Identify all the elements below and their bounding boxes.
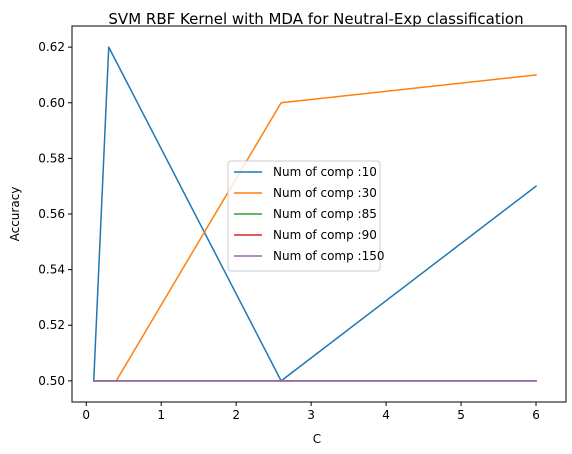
x-tick-label: 1: [157, 408, 165, 422]
legend-label: Num of comp :85: [273, 207, 377, 221]
y-tick-label: 0.62: [38, 40, 65, 54]
legend-label: Num of comp :30: [273, 186, 377, 200]
legend-box: [227, 160, 381, 272]
y-tick-label: 0.58: [38, 151, 65, 165]
y-axis-ticks: 0.50 0.52 0.54 0.56 0.58 0.60 0.62: [38, 40, 72, 388]
x-axis-label: C: [313, 432, 321, 446]
legend-label: Num of comp :150: [273, 249, 384, 263]
x-axis-ticks: 0 1 2 3 4 5 6: [82, 402, 540, 422]
legend-label: Num of comp :10: [273, 165, 377, 179]
legend: Num of comp :10 Num of comp :30 Num of com…: [227, 160, 384, 272]
x-tick-label: 2: [232, 408, 240, 422]
legend-items: Num of comp :10 Num of comp :30 Num of com…: [234, 165, 384, 263]
x-tick-label: 5: [457, 408, 465, 422]
x-tick-label: 6: [532, 408, 540, 422]
y-tick-label: 0.50: [38, 374, 65, 388]
y-tick-label: 0.54: [38, 263, 65, 277]
legend-label: Num of comp :90: [273, 228, 377, 242]
chart-title: SVM RBF Kernel with MDA for Neutral-Exp …: [108, 10, 523, 28]
series-line-0: [92, 46, 538, 382]
x-tick-label: 4: [382, 408, 390, 422]
y-axis-label: Accuracy: [8, 187, 22, 242]
y-tick-label: 0.52: [38, 318, 65, 332]
x-tick-label: 0: [82, 408, 90, 422]
y-tick-label: 0.60: [38, 96, 65, 110]
y-tick-label: 0.56: [38, 207, 65, 221]
series-layer: [92, 46, 538, 382]
x-tick-label: 3: [307, 408, 315, 422]
